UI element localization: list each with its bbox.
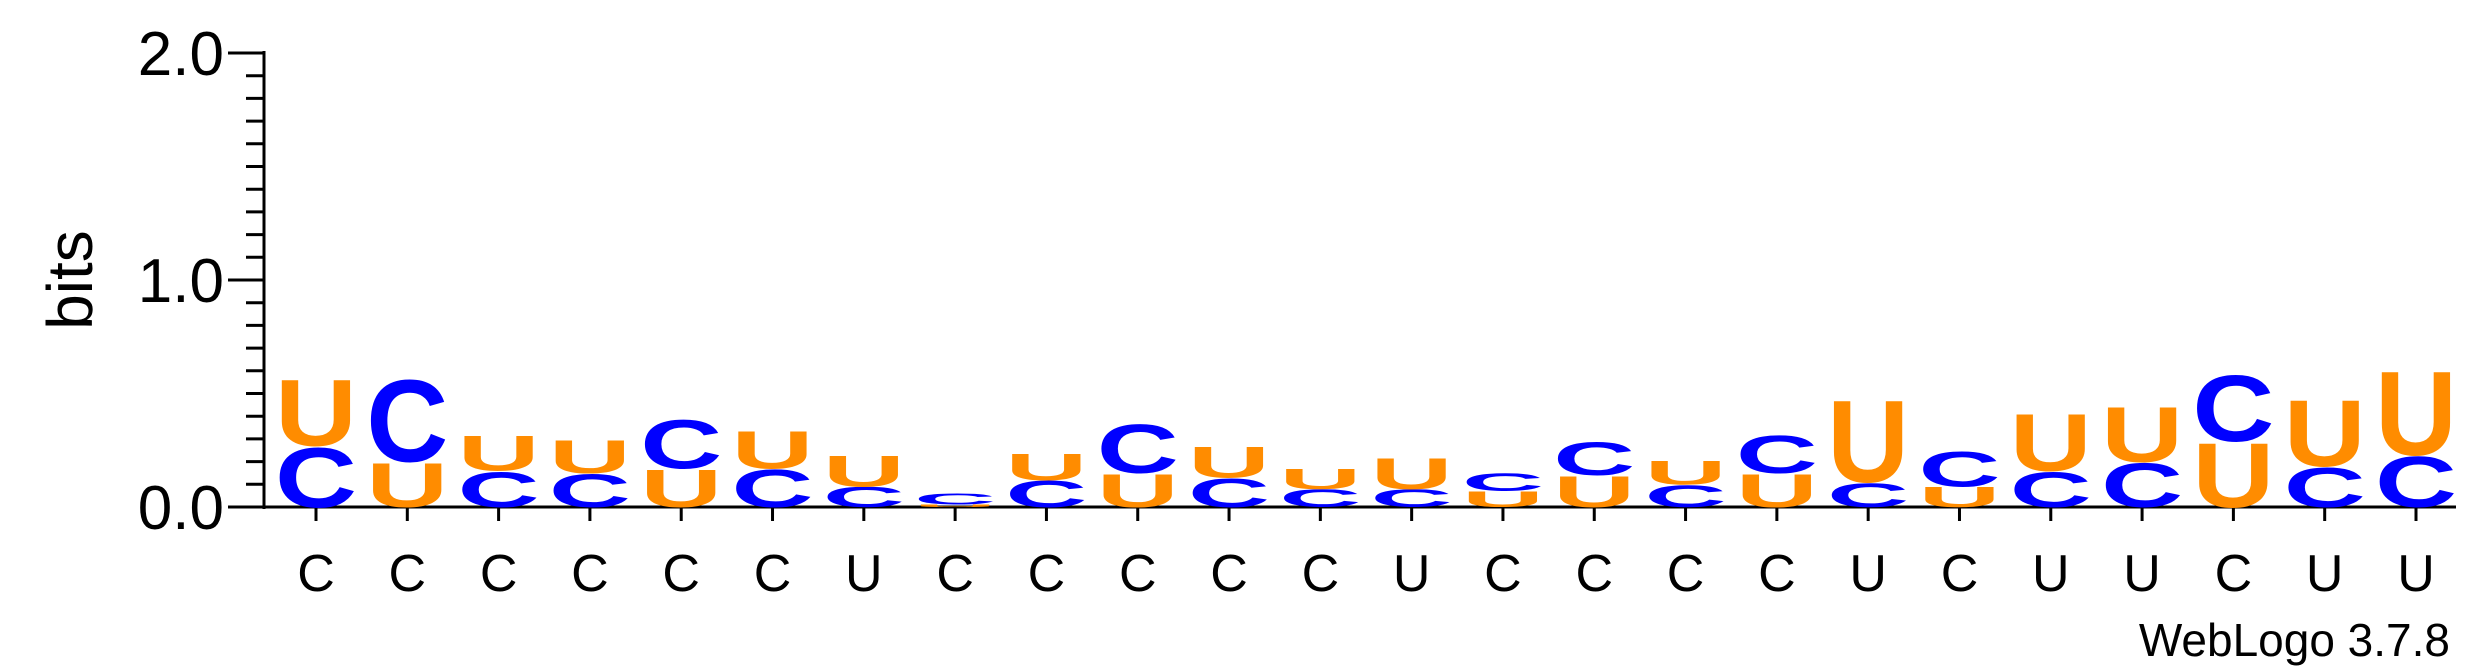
- logo-letter: U: [1553, 468, 1635, 517]
- logo-letter: C: [2284, 456, 2366, 520]
- logo-letter: U: [2284, 381, 2366, 487]
- x-tick-label: U: [2123, 545, 2161, 603]
- logo-letter: U: [1279, 463, 1361, 495]
- logo-letter: U: [1188, 438, 1270, 487]
- logo-letter: U: [732, 420, 814, 480]
- logo-letter: C: [1736, 424, 1818, 484]
- x-tick-label: U: [1393, 545, 1431, 603]
- logo-letter: U: [1097, 464, 1179, 517]
- logo-letter: U: [275, 360, 357, 466]
- logo-letter: C: [914, 491, 996, 509]
- x-tick-label: U: [845, 545, 883, 603]
- logo-letter: C: [1005, 473, 1087, 515]
- logo-letter: U: [2101, 391, 2183, 479]
- logo-letter: C: [275, 430, 357, 525]
- x-tick-label: C: [571, 545, 609, 603]
- x-tick-label: C: [1119, 545, 1157, 603]
- x-tick-label: C: [1667, 545, 1705, 603]
- x-tick-label: C: [662, 545, 700, 603]
- logo-letter: U: [1462, 487, 1544, 512]
- x-tick-label: C: [1302, 545, 1340, 603]
- logo-letter: C: [640, 406, 722, 483]
- logo-letter: U: [549, 430, 631, 483]
- logo-letter: C: [1462, 469, 1544, 497]
- logo-letter: U: [1736, 464, 1818, 517]
- x-tick-label: C: [1575, 545, 1613, 603]
- logo-letter: C: [1918, 441, 2000, 498]
- logo-letter: C: [2375, 441, 2457, 522]
- logo-letter: U: [823, 447, 905, 496]
- logo-letter: C: [1188, 471, 1270, 517]
- x-tick-label: C: [754, 545, 792, 603]
- logo-letter: C: [366, 357, 448, 487]
- x-tick-label: C: [389, 545, 427, 603]
- logo-letter: U: [2192, 425, 2274, 527]
- logo-letter: C: [549, 464, 631, 517]
- logo-letter: U: [458, 425, 540, 482]
- logo-letter: U: [366, 450, 448, 521]
- logo-letter: C: [1827, 475, 1909, 514]
- logo-letter: C: [1553, 432, 1635, 485]
- logo-letter: C: [1371, 485, 1453, 513]
- x-tick-label: C: [1941, 545, 1979, 603]
- x-tick-label: U: [2397, 545, 2435, 603]
- x-tick-label: C: [297, 545, 335, 603]
- logo-letter: U: [1827, 378, 1909, 508]
- x-tick-label: C: [1210, 545, 1248, 603]
- logo-letter: U: [1918, 481, 2000, 513]
- logo-letter: C: [2192, 356, 2274, 462]
- x-tick-label: C: [936, 545, 974, 603]
- logo-letter: U: [914, 504, 996, 508]
- footer: WebLogo 3.7.8: [2139, 614, 2450, 666]
- logo-letter: C: [2101, 450, 2183, 521]
- logo-letter: C: [1097, 411, 1179, 488]
- x-tick-label: C: [1028, 545, 1066, 603]
- x-tick-label: U: [2032, 545, 2070, 603]
- y-axis-label: bits: [34, 230, 106, 330]
- y-tick-label: 0.0: [138, 474, 224, 543]
- x-tick-label: U: [1849, 545, 1887, 603]
- logo-letter: U: [2375, 347, 2457, 481]
- logo-letter: C: [1279, 485, 1361, 513]
- x-tick-label: C: [480, 545, 518, 603]
- x-tick-label: C: [2215, 545, 2253, 603]
- y-tick-label: 1.0: [138, 247, 224, 316]
- y-tick-label: 2.0: [138, 20, 224, 89]
- x-tick-label: C: [1484, 545, 1522, 603]
- logo-letter: C: [732, 458, 814, 518]
- logo-letter: U: [2010, 397, 2092, 488]
- logo-letter: C: [823, 481, 905, 513]
- logo-letter: C: [2010, 461, 2092, 518]
- logo-letter: U: [1371, 449, 1453, 498]
- logo-letter: U: [1005, 446, 1087, 488]
- logo-letter: C: [458, 461, 540, 518]
- x-tick-label: C: [1758, 545, 1796, 603]
- logo-letter: C: [1645, 479, 1727, 514]
- logo-letter: U: [1645, 453, 1727, 492]
- x-tick-label: U: [2306, 545, 2344, 603]
- logo-letter: U: [640, 458, 722, 518]
